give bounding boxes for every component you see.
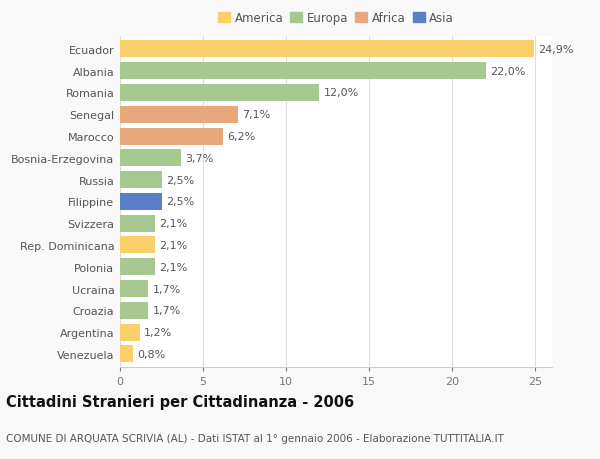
Bar: [120, 194, 161, 210]
Text: 24,9%: 24,9%: [538, 45, 574, 55]
Text: 1,7%: 1,7%: [152, 284, 181, 294]
Bar: [120, 280, 148, 297]
Bar: [120, 215, 155, 232]
Text: 1,2%: 1,2%: [144, 327, 172, 337]
Bar: [120, 150, 181, 167]
Text: 3,7%: 3,7%: [185, 153, 214, 163]
Bar: [120, 324, 140, 341]
Bar: [120, 85, 319, 102]
Text: 7,1%: 7,1%: [242, 110, 271, 120]
Text: 2,1%: 2,1%: [159, 262, 187, 272]
Bar: [120, 106, 238, 123]
Text: Cittadini Stranieri per Cittadinanza - 2006: Cittadini Stranieri per Cittadinanza - 2…: [6, 394, 354, 409]
Text: 1,7%: 1,7%: [152, 306, 181, 316]
Bar: [120, 237, 155, 254]
Bar: [120, 172, 161, 189]
Text: 12,0%: 12,0%: [323, 88, 359, 98]
Text: 2,1%: 2,1%: [159, 241, 187, 251]
Bar: [120, 302, 148, 319]
Bar: [120, 63, 485, 80]
Bar: [120, 259, 155, 276]
Text: COMUNE DI ARQUATA SCRIVIA (AL) - Dati ISTAT al 1° gennaio 2006 - Elaborazione TU: COMUNE DI ARQUATA SCRIVIA (AL) - Dati IS…: [6, 433, 504, 442]
Bar: [120, 128, 223, 145]
Text: 2,5%: 2,5%: [166, 175, 194, 185]
Text: 0,8%: 0,8%: [137, 349, 166, 359]
Text: 2,5%: 2,5%: [166, 197, 194, 207]
Bar: [120, 346, 133, 363]
Text: 2,1%: 2,1%: [159, 218, 187, 229]
Text: 22,0%: 22,0%: [490, 67, 525, 77]
Text: 6,2%: 6,2%: [227, 132, 256, 142]
Bar: [120, 41, 534, 58]
Legend: America, Europa, Africa, Asia: America, Europa, Africa, Asia: [215, 10, 457, 28]
